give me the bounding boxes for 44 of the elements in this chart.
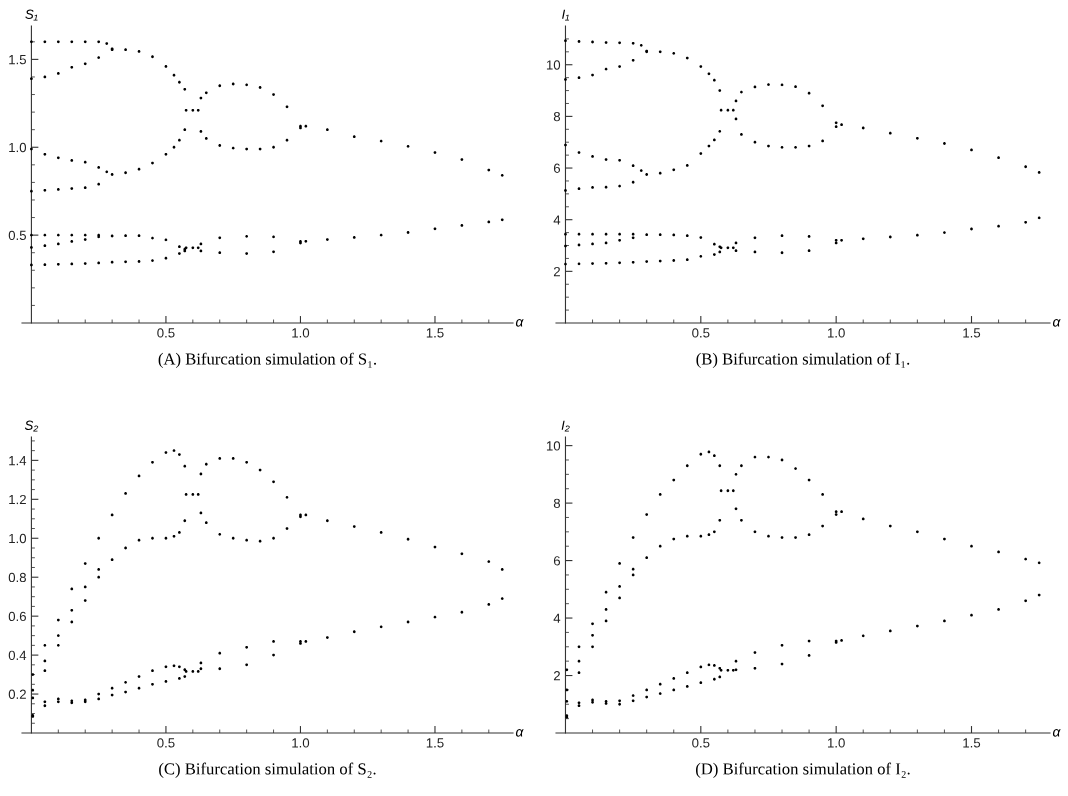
- y-tick-label: 0.5: [8, 230, 26, 241]
- y-tick-label: 4: [553, 215, 561, 225]
- y-tick-label: 0.2: [8, 689, 26, 699]
- x-axis-title: α: [515, 729, 524, 737]
- text: (D) Bifurcation simulation of I₂.: [695, 762, 910, 778]
- y-tick-label: 0.6: [8, 611, 26, 622]
- x-tick-label: 0.5: [692, 328, 710, 338]
- x-axis-title: α: [515, 319, 524, 327]
- y-tick-label: 1.5: [9, 55, 26, 65]
- x-tick-label: 1.5: [426, 738, 444, 748]
- y-tick-label: 8: [553, 498, 561, 509]
- x-tick-label: 1.0: [827, 328, 845, 338]
- x-tick-label: 0.5: [692, 738, 710, 748]
- y-tick-label: 4: [553, 613, 561, 623]
- y-tick-label: 8: [553, 111, 561, 122]
- y-tick-label: 2: [553, 671, 560, 681]
- y-axis-title: S₁: [25, 9, 38, 21]
- y-axis-title: I₁: [562, 9, 570, 21]
- x-axis-title: α: [1052, 319, 1061, 327]
- y-tick-label: 1.4: [9, 456, 27, 466]
- x-tick-label: 1.5: [963, 328, 981, 338]
- y-tick-label: 1.2: [9, 494, 26, 505]
- y-axis-title: S₂: [24, 420, 39, 432]
- y-tick-label: 10: [546, 60, 561, 70]
- y-tick-label: 0.8: [8, 572, 26, 583]
- y-tick-label: 1.0: [9, 533, 27, 544]
- x-tick-label: 1.0: [292, 738, 310, 748]
- y-tick-label: 10: [546, 441, 561, 451]
- y-tick-label: 1.0: [9, 142, 27, 153]
- text: (C) Bifurcation simulation of S₂.: [159, 762, 376, 778]
- x-tick-label: 1.5: [963, 738, 981, 748]
- x-axis-title: α: [1052, 729, 1061, 737]
- y-tick-label: 6: [553, 163, 561, 173]
- y-tick-label: 0.4: [8, 650, 27, 661]
- y-tick-label: 6: [553, 556, 561, 566]
- x-tick-label: 1.5: [426, 328, 444, 338]
- x-tick-label: 1.0: [292, 328, 310, 338]
- y-axis-title: I₂: [561, 420, 570, 432]
- text: (A) Bifurcation simulation of S₁.: [158, 352, 377, 368]
- x-tick-label: 1.0: [827, 738, 845, 748]
- x-tick-label: 0.5: [157, 738, 175, 748]
- text: (B) Bifurcation simulation of I₁.: [696, 352, 910, 368]
- y-tick-label: 2: [553, 266, 560, 277]
- x-tick-label: 0.5: [157, 328, 175, 338]
